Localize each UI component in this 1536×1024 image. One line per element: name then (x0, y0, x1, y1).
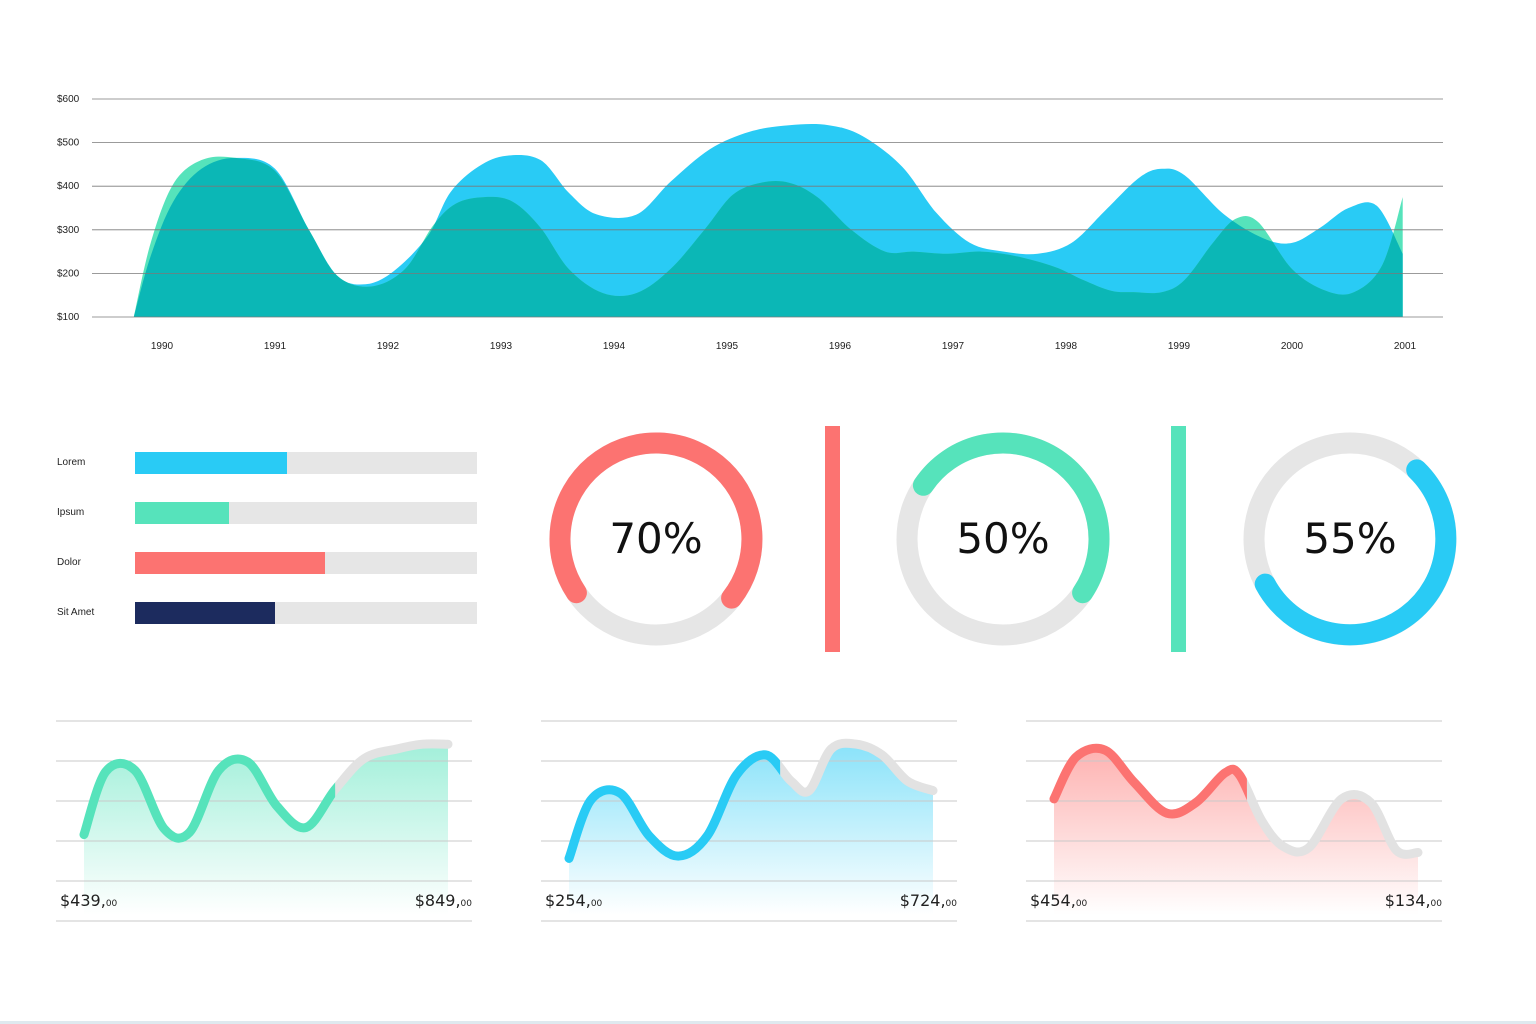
price-cents: 00 (105, 899, 118, 909)
gauge-value-label: 70% (609, 514, 703, 563)
y-tick-label: $300 (57, 225, 80, 236)
sparkline-remainder (1246, 778, 1423, 859)
bar-fill (135, 602, 276, 624)
x-tick-label: 1994 (603, 341, 626, 352)
sparkline-card-red: $454,00 $134,00 (1026, 715, 1446, 930)
x-tick-label: 1995 (716, 341, 739, 352)
start-price: $439,00 (60, 891, 117, 910)
bar-label: Ipsum (57, 507, 85, 518)
bar-row: Dolor (57, 552, 477, 574)
x-tick-label: 1998 (1055, 341, 1078, 352)
x-tick-label: 2001 (1394, 341, 1417, 352)
start-price: $454,00 (1030, 891, 1087, 910)
bar-track (135, 602, 477, 624)
divider-red (825, 426, 840, 652)
x-tick-label: 1996 (829, 341, 852, 352)
price-cents: 00 (590, 899, 603, 909)
end-price: $849,00 (415, 891, 472, 910)
sparkline-chart (541, 720, 957, 922)
bar-label: Sit Amet (57, 607, 95, 618)
price-cents: 00 (945, 899, 957, 909)
end-price: $724,00 (900, 891, 957, 910)
bar-fill (135, 452, 288, 474)
main-area-chart: $600 $500 $400 $300 $200 $100 1990 1991 1992 1993… (57, 94, 1443, 352)
y-tick-label: $200 (57, 268, 80, 279)
gauge-value-label: 50% (956, 514, 1050, 563)
sparkline-line (564, 750, 781, 863)
sparkline-chart (56, 720, 472, 922)
sparkline-line (1049, 743, 1247, 819)
price-main: $454, (1030, 891, 1076, 910)
sparkline-remainder (780, 738, 938, 797)
price-main: $849, (414, 891, 461, 910)
price-main: $254, (545, 891, 591, 910)
gauge-green: 50% (888, 424, 1118, 654)
price-main: $134, (1384, 891, 1431, 910)
gauge-ring (896, 432, 1110, 646)
gauge-ring (1243, 432, 1457, 646)
x-tick-label: 1992 (377, 341, 400, 352)
x-tick-label: 1991 (264, 341, 287, 352)
bar-label: Dolor (57, 557, 81, 568)
area-overlap (133, 156, 1403, 317)
x-tick-label: 2000 (1281, 341, 1304, 352)
bottom-strip (0, 1021, 1536, 1024)
bar-row: Sit Amet (57, 602, 477, 624)
x-tick-label: 1993 (490, 341, 513, 352)
y-tick-label: $500 (57, 138, 80, 149)
sparkline-fill (1054, 748, 1418, 915)
price-cents: 00 (1430, 899, 1442, 909)
start-price: $254,00 (545, 891, 602, 910)
sparkline-fill (84, 743, 448, 915)
price-cents: 00 (1075, 899, 1088, 909)
gauge-ring (549, 432, 763, 646)
gauge-value-label: 55% (1303, 514, 1397, 563)
y-tick-label: $400 (57, 181, 80, 192)
gauge-blue: 55% (1235, 424, 1465, 654)
x-tick-label: 1990 (151, 341, 174, 352)
gauge-red: 70% (541, 424, 771, 654)
end-price: $134,00 (1385, 891, 1442, 910)
sparkline-card-blue: $254,00 $724,00 (541, 715, 961, 930)
bar-track (135, 552, 477, 574)
sparkline-chart (1026, 720, 1442, 922)
gauge-progress-arc (912, 432, 1110, 604)
price-cents: 00 (460, 899, 472, 909)
bar-row: Ipsum (57, 502, 477, 524)
divider-green (1171, 426, 1186, 652)
gauge-progress-arc (1254, 459, 1457, 646)
bar-track (135, 502, 477, 524)
bar-track (135, 452, 477, 474)
sparkline-fill (569, 743, 933, 915)
sparkline-card-green: $439,00 $849,00 (56, 715, 476, 930)
gauge-progress-arc (549, 432, 763, 609)
y-tick-label: $600 (57, 94, 80, 105)
sparkline-remainder (335, 739, 453, 797)
y-tick-label: $100 (57, 312, 80, 323)
sparkline-line (79, 754, 336, 843)
x-tick-label: 1997 (942, 341, 965, 352)
bar-fill (135, 502, 230, 524)
bar-row: Lorem (57, 452, 477, 474)
x-tick-label: 1999 (1168, 341, 1191, 352)
price-main: $439, (60, 891, 106, 910)
bar-fill (135, 552, 325, 574)
price-main: $724, (899, 891, 946, 910)
bar-label: Lorem (57, 457, 86, 468)
